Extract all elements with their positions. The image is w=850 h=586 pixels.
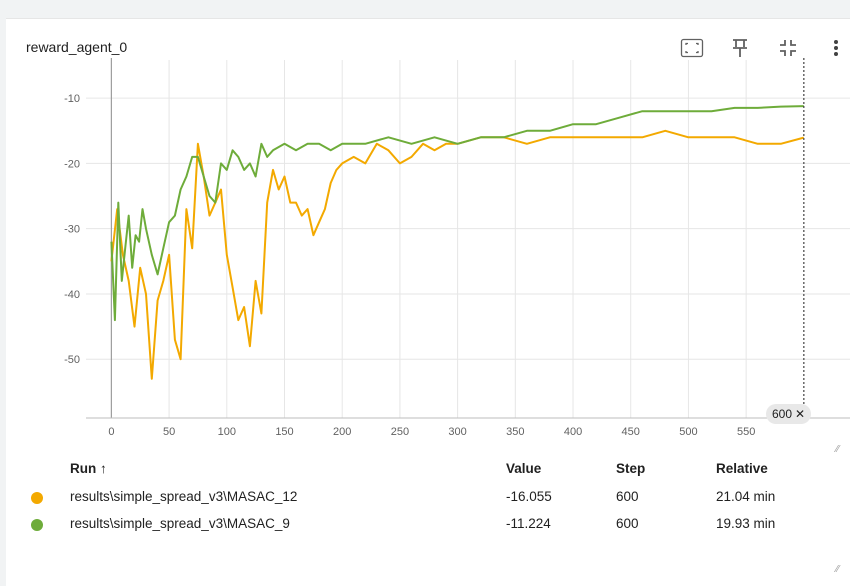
legend-step: 600 (616, 516, 639, 531)
x-tick-label: 100 (218, 426, 236, 438)
series-line-masac-9 (110, 105, 804, 322)
series-line-masac-12 (110, 129, 805, 380)
pin-button[interactable] (728, 35, 752, 61)
legend-run-name: results\simple_spread_v3\MASAC_9 (70, 516, 290, 531)
fullscreen-icon (680, 38, 704, 58)
chart-title: reward_agent_0 (26, 39, 128, 55)
legend-header-step[interactable]: Step (616, 461, 646, 476)
x-tick-label: 150 (275, 426, 293, 438)
x-tick-label: 350 (506, 426, 524, 438)
more-options-button[interactable] (826, 35, 846, 61)
close-icon[interactable]: ✕ (795, 407, 806, 421)
line-chart[interactable]: -10 -20 -30 -40 -50 0 50 100 150 200 250 300 350 400 4… (0, 0, 850, 460)
resize-handle-icon[interactable]: ⁄⁄ (836, 444, 840, 455)
fullscreen-button[interactable] (678, 35, 706, 61)
more-vert-icon (834, 40, 838, 56)
step-cursor-value: 600 (772, 407, 793, 421)
legend-value: -16.055 (506, 489, 552, 504)
y-tick-label: -50 (64, 354, 80, 366)
x-tick-label: 250 (391, 426, 409, 438)
x-tick-label: 500 (679, 426, 697, 438)
legend-relative: 21.04 min (716, 489, 776, 504)
x-tick-label: 400 (564, 426, 582, 438)
x-tick-label: 0 (108, 426, 114, 438)
x-tick-label: 50 (163, 426, 175, 438)
series-color-dot (31, 492, 43, 504)
fit-domain-button[interactable] (776, 35, 800, 61)
x-tick-label: 550 (737, 426, 755, 438)
legend-header-value[interactable]: Value (506, 461, 542, 476)
resize-handle-icon[interactable]: ⁄⁄ (836, 564, 840, 575)
x-tick-label: 450 (622, 426, 640, 438)
y-tick-label: -30 (64, 224, 80, 236)
legend-header-run[interactable]: Run ↑ (70, 461, 107, 476)
y-tick-label: -20 (64, 158, 80, 170)
legend-value: -11.224 (506, 516, 551, 531)
series-color-dot (31, 519, 43, 531)
step-cursor-chip[interactable]: 600 ✕ (766, 404, 812, 424)
y-tick-label: -10 (64, 93, 80, 105)
fit-domain-icon (780, 40, 796, 56)
legend-relative: 19.93 min (716, 516, 776, 531)
legend-step: 600 (616, 489, 639, 504)
legend-run-name: results\simple_spread_v3\MASAC_12 (70, 489, 298, 504)
legend-header-relative[interactable]: Relative (716, 461, 768, 476)
x-tick-label: 200 (333, 426, 351, 438)
pin-icon (733, 39, 747, 57)
y-tick-label: -40 (64, 289, 80, 301)
x-tick-label: 300 (448, 426, 466, 438)
